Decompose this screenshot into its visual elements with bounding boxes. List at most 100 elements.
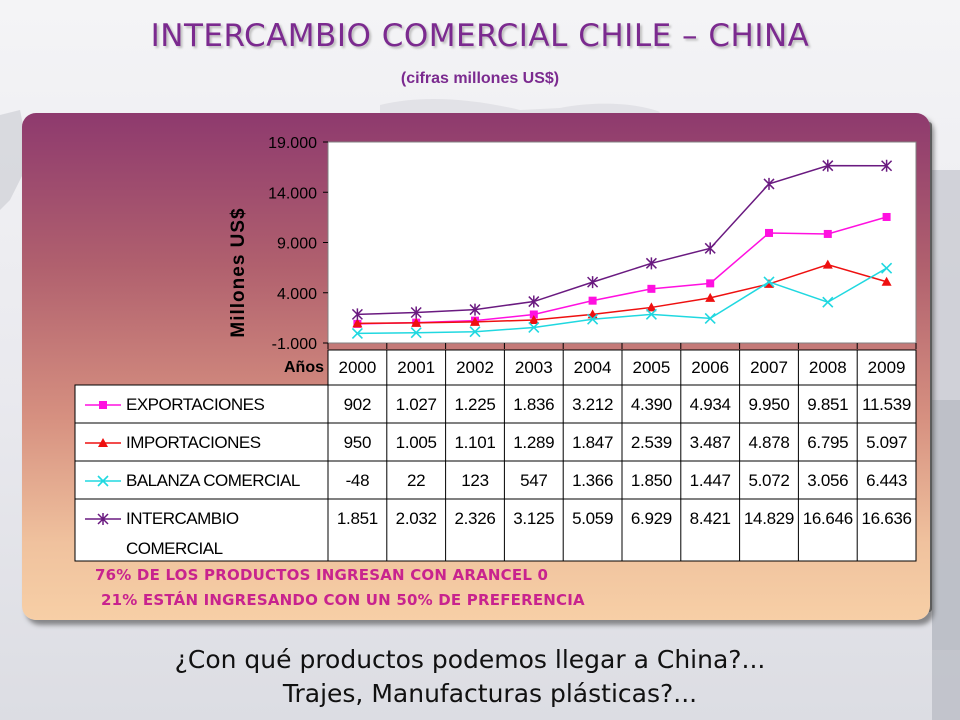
x-tick-label: 2004 [574, 358, 612, 377]
series-point-2 [704, 312, 716, 324]
table-cell: 1.850 [631, 471, 672, 490]
series-point-2 [587, 313, 599, 325]
table-cell: 1.101 [454, 433, 495, 452]
y-tick-label: 19.000 [268, 135, 317, 152]
table-cell: 2.032 [396, 509, 437, 528]
table-cell: 6.795 [807, 433, 848, 452]
series-point-2 [410, 327, 422, 339]
data-table [74, 384, 917, 562]
y-tick-label: 9.000 [277, 236, 317, 253]
x-tick-label: 2009 [868, 358, 906, 377]
series-point-0 [765, 228, 773, 237]
question-line1: ¿Con qué productos podemos llegar a Chin… [174, 645, 766, 674]
table-cell: 14.829 [744, 509, 794, 528]
table-cell: 1.847 [572, 433, 613, 452]
legend-label-3: INTERCAMBIO [126, 509, 239, 528]
x-tick-label: 2007 [750, 358, 788, 377]
table-cell: 902 [344, 395, 371, 414]
series-point-1 [822, 259, 833, 269]
table-cell: 1.836 [513, 395, 554, 414]
table-cell: 1.027 [396, 395, 437, 414]
y-tick-label: 4.000 [277, 286, 317, 303]
table-cell: 1.366 [572, 471, 613, 490]
series-point-3 [645, 257, 657, 270]
series-line-2 [357, 267, 887, 335]
series-point-3 [410, 306, 422, 319]
table-cell: 16.646 [803, 509, 853, 528]
table-cell: 1.447 [690, 471, 731, 490]
y-tick-label: 14.000 [268, 185, 317, 202]
series-point-2 [822, 296, 834, 308]
series-point-3 [587, 276, 599, 289]
series-point-0 [529, 310, 538, 319]
series-point-0 [647, 284, 656, 293]
series-point-1 [411, 317, 422, 327]
table-cell: 123 [461, 471, 488, 490]
series-point-3 [763, 177, 775, 190]
table-cell: 1.005 [396, 433, 437, 452]
series-point-3 [704, 242, 716, 255]
series-point-1 [352, 318, 363, 328]
series-point-1 [705, 292, 716, 302]
legend-label-3: COMERCIAL [126, 539, 223, 558]
series-point-2 [469, 326, 481, 338]
series-point-3 [881, 159, 893, 172]
table-cell: 6.443 [866, 471, 907, 490]
table-cell: 950 [344, 433, 371, 452]
legend-label-2: BALANZA COMERCIAL [126, 471, 300, 490]
legend-marker-1 [98, 438, 108, 447]
legend-marker-0 [99, 401, 107, 409]
table-cell: 22 [407, 471, 425, 490]
table-cell: 9.851 [807, 395, 848, 414]
table-cell: 1.289 [513, 433, 554, 452]
x-tick-label: 2006 [691, 358, 729, 377]
series-line-1 [357, 263, 887, 325]
table-cell: 2.326 [454, 509, 495, 528]
table-cell: 3.487 [690, 433, 731, 452]
series-point-0 [882, 212, 891, 221]
series-point-0 [588, 296, 597, 305]
legend-label-0: EXPORTACIONES [126, 395, 265, 414]
x-tick-label: 2005 [632, 358, 670, 377]
x-tick-label: 2001 [397, 358, 435, 377]
table-cell: 4.390 [631, 395, 672, 414]
table-cell: -48 [346, 471, 370, 490]
table-cell: 3.212 [572, 395, 613, 414]
table-cell: 3.056 [807, 471, 848, 490]
series-point-2 [528, 321, 540, 334]
series-point-0 [706, 279, 715, 288]
series-point-3 [469, 303, 481, 316]
series-point-2 [645, 308, 657, 320]
series-line-3 [357, 164, 887, 316]
series-point-3 [822, 159, 834, 172]
table-cell: 547 [520, 471, 547, 490]
legend-label-1: IMPORTACIONES [126, 433, 261, 452]
table-cell: 2.539 [631, 433, 672, 452]
x-tick-label: 2002 [456, 358, 494, 377]
table-cell: 1.225 [454, 395, 495, 414]
legend-marker-2 [97, 475, 109, 487]
series-point-2 [351, 327, 363, 339]
page-title: INTERCAMBIO COMERCIAL CHILE – CHINA [150, 18, 810, 54]
table-cell: 4.934 [690, 395, 731, 414]
y-axis-label: Millones US$ [228, 207, 249, 337]
x-tick-label: 2008 [809, 358, 847, 377]
series-point-1 [646, 302, 657, 312]
table-cell: 11.539 [862, 395, 911, 414]
series-point-2 [881, 262, 893, 274]
legend-marker-3 [97, 513, 109, 525]
series-point-1 [528, 314, 539, 324]
y-tick-label: -1.000 [272, 336, 317, 353]
x-tick-label: 2003 [515, 358, 553, 377]
tariff-note-line2: 21% ESTÁN INGRESANDO CON UN 50% DE PREFE… [101, 591, 585, 609]
table-cell: 8.421 [690, 509, 731, 528]
table-cell: 1.851 [337, 509, 378, 528]
series-point-3 [351, 308, 363, 321]
series-point-1 [470, 316, 480, 326]
table-cell: 4.878 [748, 433, 789, 452]
table-cell: 5.059 [572, 509, 613, 528]
x-axis-label: Años [284, 359, 324, 376]
page-subtitle: (cifras millones US$) [400, 70, 560, 87]
table-cell: 6.929 [631, 509, 672, 528]
